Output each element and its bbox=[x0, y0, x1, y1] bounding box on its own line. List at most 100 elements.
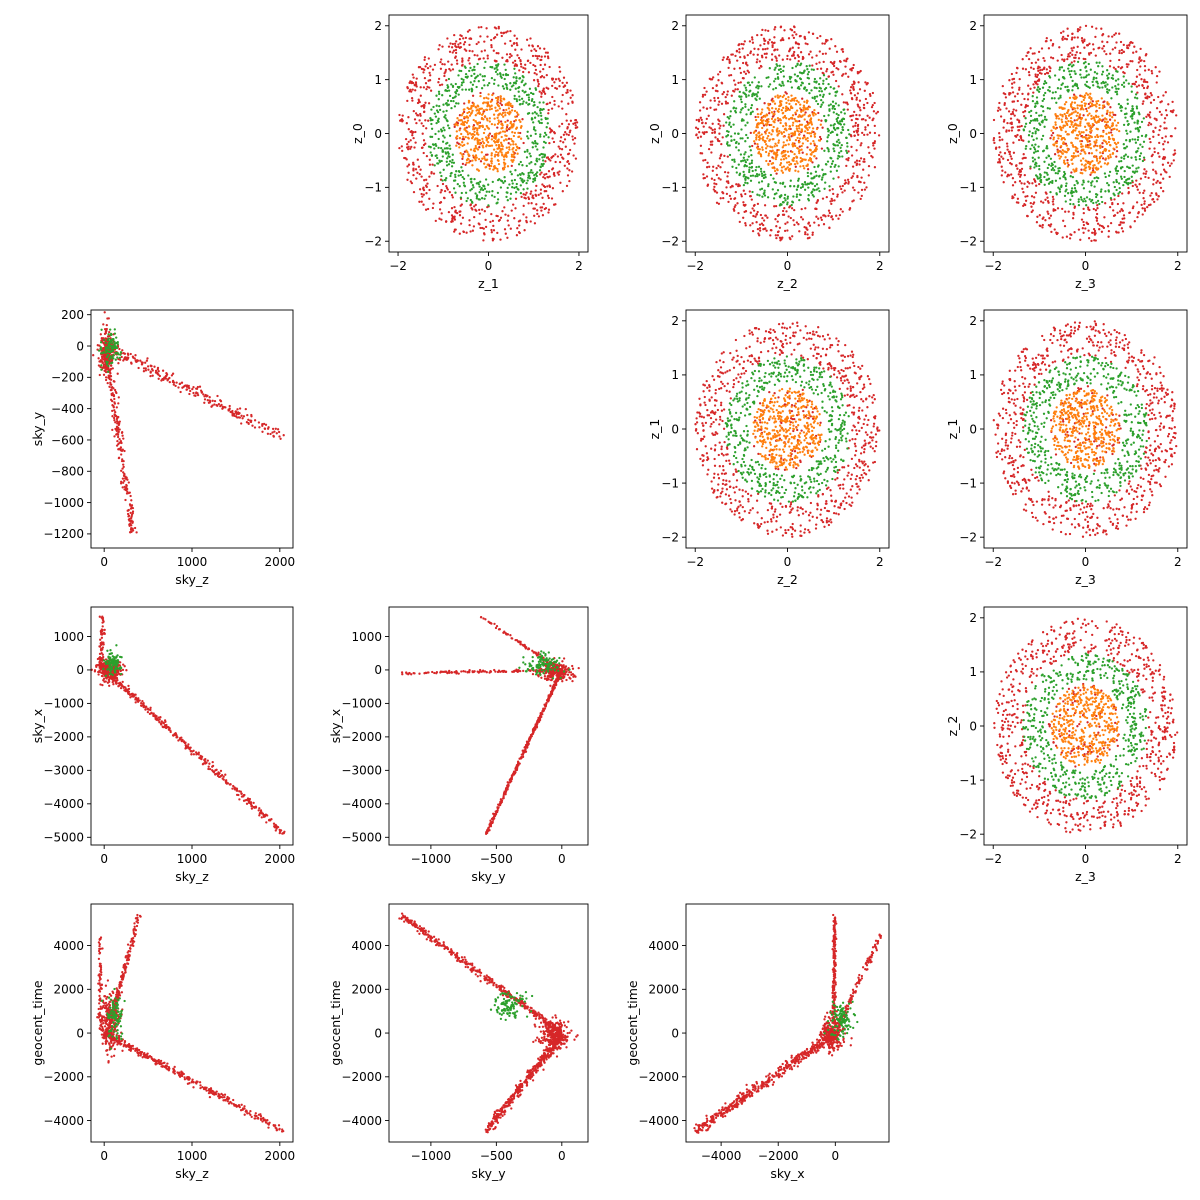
x-tick-label: 2 bbox=[575, 259, 583, 273]
scatter-point bbox=[454, 173, 457, 176]
scatter-point bbox=[819, 67, 823, 70]
scatter-point bbox=[480, 197, 484, 200]
scatter-point bbox=[789, 80, 792, 83]
scatter-point bbox=[837, 113, 840, 117]
scatter-point bbox=[410, 145, 413, 149]
scatter-point bbox=[800, 144, 803, 148]
scatter-point bbox=[744, 224, 747, 227]
scatter-point bbox=[1057, 78, 1061, 81]
scatter-point bbox=[501, 85, 505, 88]
scatter-point bbox=[1037, 145, 1040, 148]
scatter-point bbox=[838, 141, 841, 144]
scatter-point bbox=[438, 217, 441, 220]
scatter-point bbox=[835, 169, 839, 172]
scatter-point bbox=[849, 89, 852, 92]
scatter-point bbox=[731, 158, 734, 162]
scatter-point bbox=[1053, 169, 1056, 172]
scatter-point bbox=[1033, 119, 1037, 122]
scatter-point bbox=[1079, 73, 1082, 76]
scatter-point bbox=[781, 58, 784, 61]
scatter-point bbox=[424, 65, 427, 68]
scatter-point bbox=[487, 97, 490, 100]
scatter-point bbox=[437, 98, 440, 101]
scatter-point bbox=[1022, 204, 1025, 208]
scatter-point bbox=[797, 177, 800, 180]
scatter-point bbox=[783, 196, 786, 200]
scatter-point bbox=[1119, 40, 1123, 44]
scatter-point bbox=[802, 71, 805, 74]
scatter-point bbox=[739, 111, 742, 114]
scatter-point bbox=[764, 143, 768, 146]
scatter-point bbox=[701, 93, 705, 97]
scatter-point bbox=[863, 157, 866, 161]
scatter-point bbox=[1153, 200, 1156, 204]
scatter-point bbox=[1020, 124, 1023, 128]
scatter-point bbox=[447, 60, 450, 63]
scatter-point bbox=[733, 160, 736, 163]
scatter-point bbox=[1011, 177, 1015, 180]
scatter-point bbox=[857, 81, 860, 84]
scatter-point bbox=[797, 59, 800, 63]
scatter-point bbox=[512, 42, 516, 45]
scatter-point bbox=[495, 150, 498, 154]
scatter-point bbox=[746, 53, 749, 57]
scatter-point bbox=[757, 165, 761, 168]
scatter-point bbox=[1019, 135, 1022, 138]
scatter-point bbox=[511, 104, 514, 108]
scatter-point bbox=[1148, 95, 1151, 99]
scatter-point bbox=[1008, 79, 1011, 82]
scatter-point bbox=[1122, 123, 1126, 127]
scatter-point bbox=[755, 61, 758, 64]
scatter-point bbox=[744, 93, 748, 96]
scatter-point bbox=[406, 143, 409, 146]
scatter-point bbox=[477, 133, 480, 136]
scatter-point bbox=[699, 152, 702, 155]
scatter-point bbox=[522, 193, 525, 196]
scatter-point bbox=[483, 210, 486, 213]
scatter-point bbox=[811, 233, 814, 236]
scatter-point bbox=[739, 98, 743, 101]
scatter-point bbox=[419, 86, 422, 89]
scatter-point bbox=[1029, 119, 1033, 123]
scatter-point bbox=[734, 88, 737, 91]
scatter-point bbox=[441, 179, 444, 182]
scatter-point bbox=[426, 66, 430, 70]
scatter-point bbox=[848, 133, 851, 136]
scatter-point bbox=[528, 102, 531, 106]
scatter-point bbox=[808, 64, 811, 67]
scatter-point bbox=[422, 188, 426, 192]
scatter-point bbox=[537, 193, 540, 197]
scatter-point bbox=[412, 109, 415, 113]
scatter-point bbox=[1023, 173, 1026, 177]
scatter-point bbox=[536, 57, 539, 60]
scatter-point bbox=[757, 87, 760, 90]
y-axis-label: z_0 bbox=[350, 123, 365, 144]
scatter-point bbox=[1112, 138, 1116, 141]
scatter-point bbox=[766, 47, 769, 50]
scatter-point bbox=[497, 25, 500, 29]
scatter-point bbox=[1085, 92, 1088, 95]
scatter-point bbox=[828, 47, 831, 50]
scatter-point bbox=[457, 142, 460, 145]
scatter-point bbox=[515, 185, 518, 189]
scatter-point bbox=[1118, 32, 1121, 35]
scatter-point bbox=[1062, 30, 1065, 33]
scatter-point bbox=[1004, 92, 1007, 96]
scatter-point bbox=[1070, 38, 1074, 41]
scatter-point bbox=[713, 96, 716, 100]
scatter-point bbox=[486, 84, 489, 87]
scatter-point bbox=[1130, 90, 1133, 93]
scatter-point bbox=[786, 80, 790, 83]
scatter-point bbox=[715, 167, 718, 170]
scatter-point bbox=[524, 67, 527, 70]
scatter-point bbox=[446, 124, 450, 127]
scatter-point bbox=[761, 148, 764, 151]
scatter-point bbox=[1054, 112, 1057, 116]
scatter-point bbox=[997, 153, 1001, 157]
scatter-point bbox=[750, 166, 753, 169]
scatter-point bbox=[519, 60, 522, 63]
scatter-point bbox=[791, 34, 794, 37]
scatter-point bbox=[1101, 40, 1104, 43]
scatter-point bbox=[793, 132, 797, 135]
scatter-point bbox=[548, 141, 551, 145]
